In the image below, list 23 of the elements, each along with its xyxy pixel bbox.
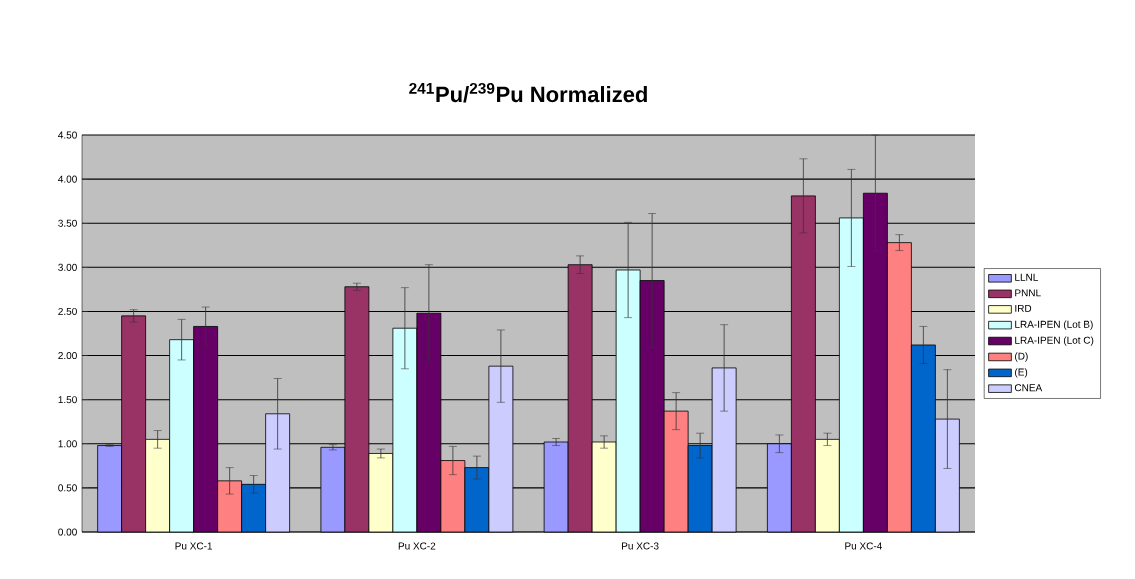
- legend-label: (D): [1015, 352, 1028, 362]
- legend-label: PNNL: [1015, 289, 1041, 297]
- y-tick-label: 1.00: [58, 440, 77, 448]
- legend-label: CNEA: [1014, 384, 1043, 392]
- legend-label: (E): [1015, 368, 1028, 378]
- y-tick-label: 0.50: [58, 484, 77, 492]
- chart-title: $^{241}$Pu/$^{239}$Pu Normalized: [409, 82, 647, 103]
- y-tick-label: 2.00: [58, 352, 77, 360]
- legend-label: LRA-IPEN (Lot B): [1015, 320, 1093, 330]
- y-tick-label: 4.50: [58, 131, 77, 139]
- x-tick-label: Pu XC-2: [398, 542, 436, 550]
- y-tick-label: 4.00: [58, 175, 77, 183]
- y-tick-label: 2.50: [58, 307, 77, 315]
- legend-label: LRA-IPEN (Lot C): [1015, 336, 1094, 346]
- x-tick-label: Pu XC-4: [845, 542, 882, 550]
- y-tick-label: 3.50: [58, 219, 77, 227]
- y-tick-label: 3.00: [58, 263, 77, 271]
- x-tick-label: Pu XC-3: [622, 542, 659, 550]
- y-tick-label: 1.50: [58, 396, 77, 404]
- x-tick-label: Pu XC-1: [175, 542, 213, 550]
- legend-label: IRD: [1015, 304, 1032, 312]
- y-tick-label: 0.00: [58, 528, 77, 536]
- legend-label: LLNL: [1015, 273, 1038, 281]
